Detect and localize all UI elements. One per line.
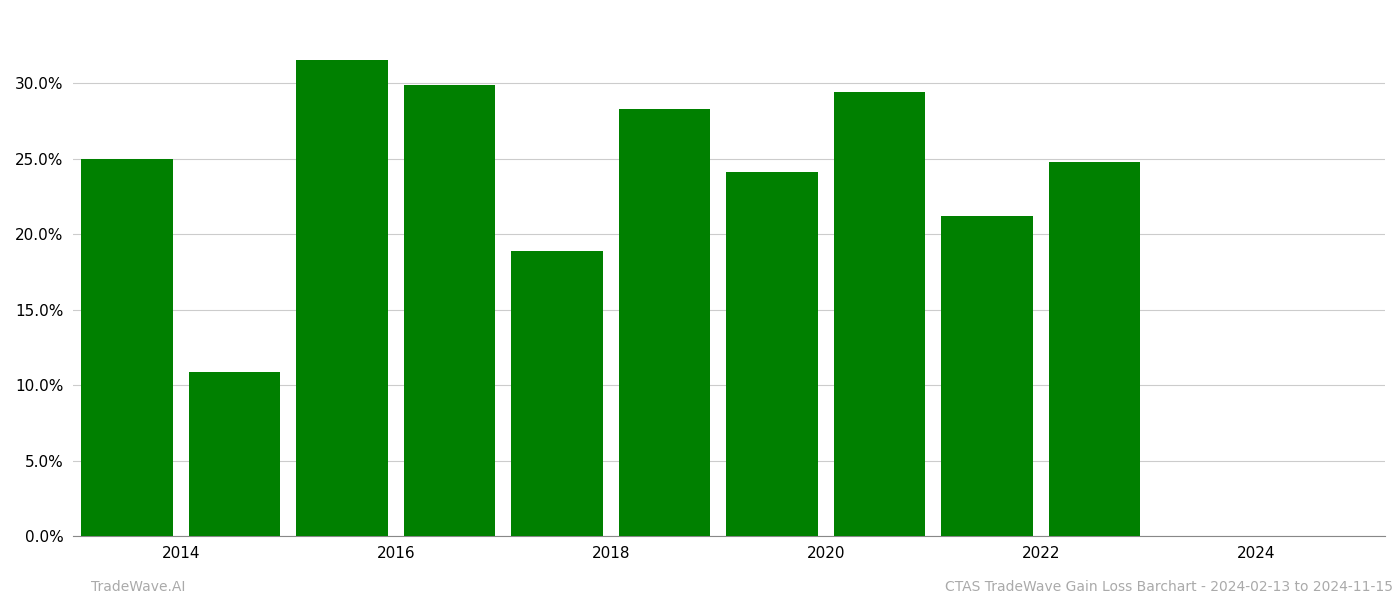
Bar [511, 251, 603, 536]
Bar [834, 92, 925, 536]
Bar [403, 85, 496, 536]
Bar [297, 61, 388, 536]
Text: CTAS TradeWave Gain Loss Barchart - 2024-02-13 to 2024-11-15: CTAS TradeWave Gain Loss Barchart - 2024… [945, 580, 1393, 594]
Bar [727, 172, 818, 536]
Bar [941, 216, 1033, 536]
Bar [1049, 161, 1141, 536]
Bar [619, 109, 710, 536]
Bar [189, 371, 280, 536]
Text: TradeWave.AI: TradeWave.AI [91, 580, 185, 594]
Bar [81, 158, 172, 536]
